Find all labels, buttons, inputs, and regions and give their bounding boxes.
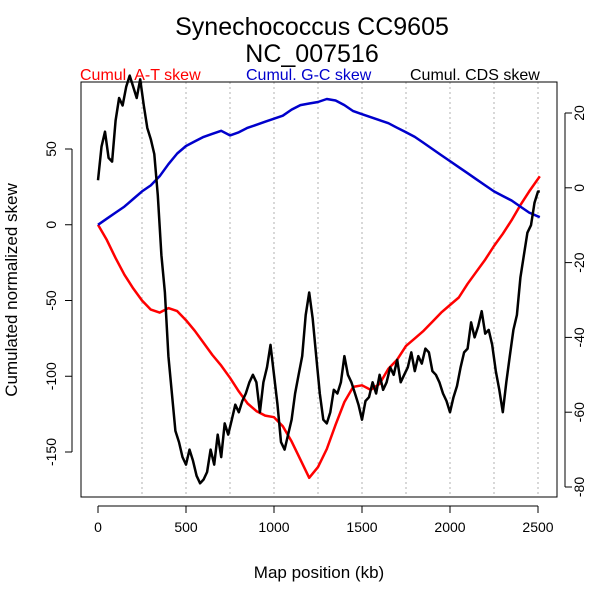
series-layer <box>96 74 541 485</box>
legend-gc-skew: Cumul. G-C skew <box>246 67 372 84</box>
x-axis-label: Map position (kb) <box>254 563 384 582</box>
x-tick-label-2500: 2500 <box>522 519 553 535</box>
plot-frame <box>80 81 558 498</box>
series-gc-skew-line <box>97 97 541 226</box>
chart-subtitle: NC_007516 <box>245 40 378 68</box>
y-tick-label--50: -50 <box>43 290 59 310</box>
x-tick-label-500: 500 <box>174 519 198 535</box>
y2-tick-label--40: -40 <box>571 327 587 347</box>
y2-tick-label-20: 20 <box>571 105 587 121</box>
legend-cds-skew: Cumul. CDS skew <box>410 67 540 84</box>
legend-at-skew: Cumul. A-T skew <box>80 67 201 84</box>
y-axis-right: -80 -60 -40 -20 0 20 <box>564 105 587 497</box>
y2-tick-label-0: 0 <box>571 184 587 192</box>
x-axis: 0 500 1000 1500 2000 2500 <box>94 505 554 535</box>
y-axis-label: Cumulated normalized skew <box>2 183 21 397</box>
y2-tick-label--60: -60 <box>571 402 587 422</box>
series-at-skew-line <box>96 175 541 480</box>
x-tick-label-1000: 1000 <box>258 519 289 535</box>
y-tick-label-0: 0 <box>43 221 59 229</box>
y-axis-left: -150 -100 -50 0 50 <box>43 141 73 466</box>
x-tick-label-1500: 1500 <box>346 519 377 535</box>
y2-tick-label--80: -80 <box>571 477 587 497</box>
x-tick-label-2000: 2000 <box>434 519 465 535</box>
y-tick-label-50: 50 <box>43 141 59 157</box>
y-tick-label--100: -100 <box>43 362 59 390</box>
y2-tick-label--20: -20 <box>571 252 587 272</box>
series-cds-skew-line <box>96 74 540 485</box>
y-tick-label--150: -150 <box>43 438 59 466</box>
x-tick-label-0: 0 <box>94 519 102 535</box>
chart-title: Synechococcus CC9605 <box>175 13 449 41</box>
